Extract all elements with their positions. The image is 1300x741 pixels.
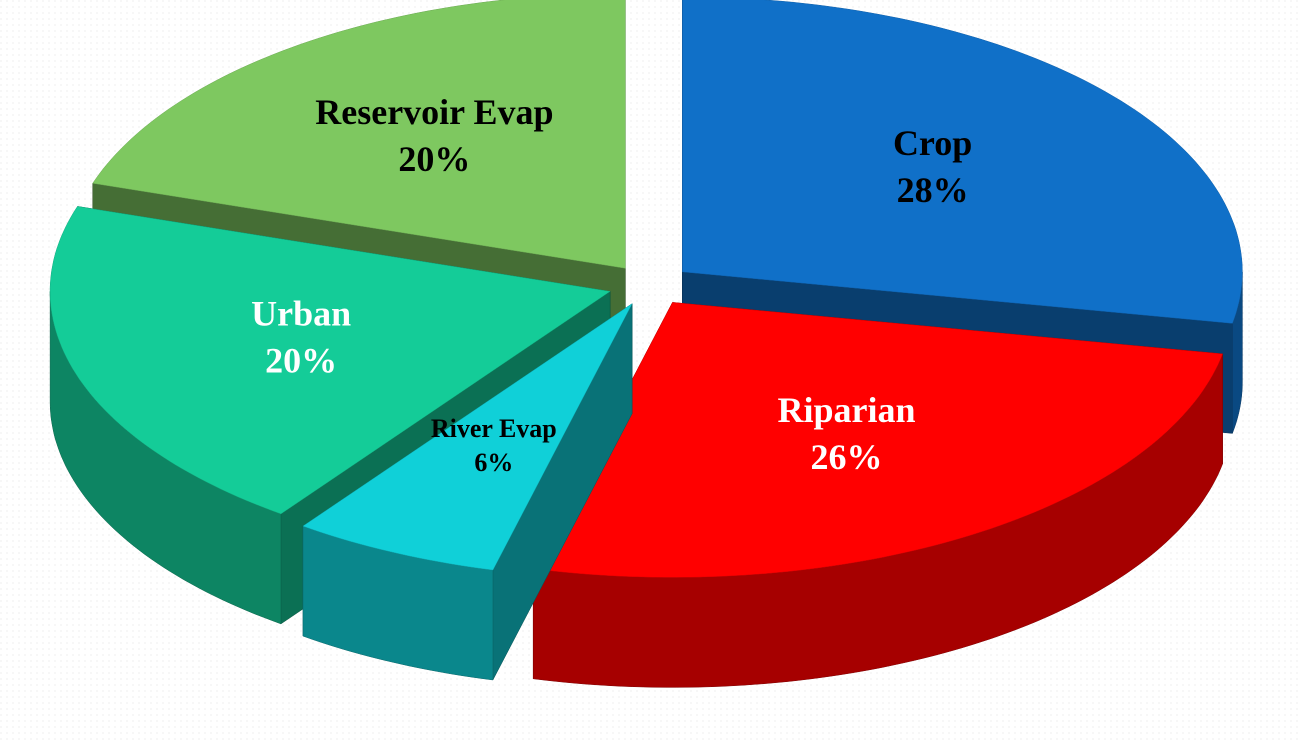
slice-top: [92, 0, 626, 269]
slice-top: [49, 206, 611, 515]
slice-top: [682, 0, 1243, 324]
slice-value-label: 20%: [265, 340, 337, 380]
slice-value-label: 6%: [474, 448, 513, 477]
slice-value-label: 20%: [398, 139, 470, 179]
slice-label: River Evap: [431, 414, 557, 443]
slice-label: Urban: [251, 294, 351, 334]
slice-label: Reservoir Evap: [315, 92, 553, 132]
slice-top: [302, 303, 633, 571]
slice: [532, 302, 1223, 688]
slice-top: [532, 302, 1223, 578]
slice-label: Riparian: [778, 390, 916, 430]
slice: [302, 303, 633, 681]
slice-value-label: 26%: [811, 437, 883, 477]
slice-value-label: 28%: [897, 170, 969, 210]
slice-label: Crop: [893, 123, 972, 163]
